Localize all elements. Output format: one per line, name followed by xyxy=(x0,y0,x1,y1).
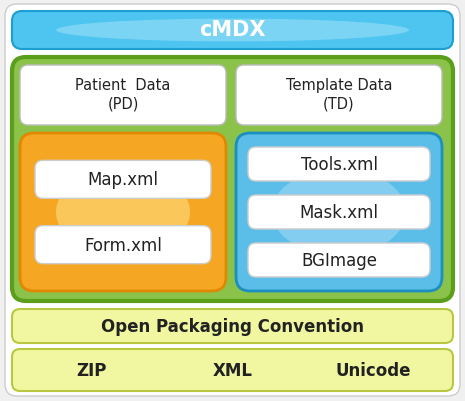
FancyBboxPatch shape xyxy=(20,134,226,291)
FancyBboxPatch shape xyxy=(12,309,453,343)
Text: Open Packaging Convention: Open Packaging Convention xyxy=(101,317,364,335)
FancyBboxPatch shape xyxy=(248,196,430,229)
FancyBboxPatch shape xyxy=(248,148,430,182)
Text: cMDX: cMDX xyxy=(199,20,266,40)
Text: Map.xml: Map.xml xyxy=(87,171,159,189)
FancyBboxPatch shape xyxy=(5,5,460,396)
Text: ZIP: ZIP xyxy=(76,361,106,379)
Ellipse shape xyxy=(56,169,190,256)
FancyBboxPatch shape xyxy=(12,349,453,391)
FancyBboxPatch shape xyxy=(236,66,442,126)
Text: Patient  Data
(PD): Patient Data (PD) xyxy=(75,78,171,111)
Text: BGImage: BGImage xyxy=(301,251,377,269)
FancyBboxPatch shape xyxy=(35,226,211,264)
Text: Tools.xml: Tools.xml xyxy=(300,156,378,174)
Text: Form.xml: Form.xml xyxy=(84,236,162,254)
Text: Mask.xml: Mask.xml xyxy=(299,203,379,221)
Text: Template Data
(TD): Template Data (TD) xyxy=(286,78,392,111)
Ellipse shape xyxy=(272,169,406,256)
FancyBboxPatch shape xyxy=(236,134,442,291)
FancyBboxPatch shape xyxy=(20,66,226,126)
Text: Unicode: Unicode xyxy=(336,361,412,379)
FancyBboxPatch shape xyxy=(35,161,211,199)
Ellipse shape xyxy=(56,20,409,42)
Text: XML: XML xyxy=(213,361,252,379)
FancyBboxPatch shape xyxy=(12,12,453,50)
FancyBboxPatch shape xyxy=(12,58,453,301)
FancyBboxPatch shape xyxy=(248,243,430,277)
